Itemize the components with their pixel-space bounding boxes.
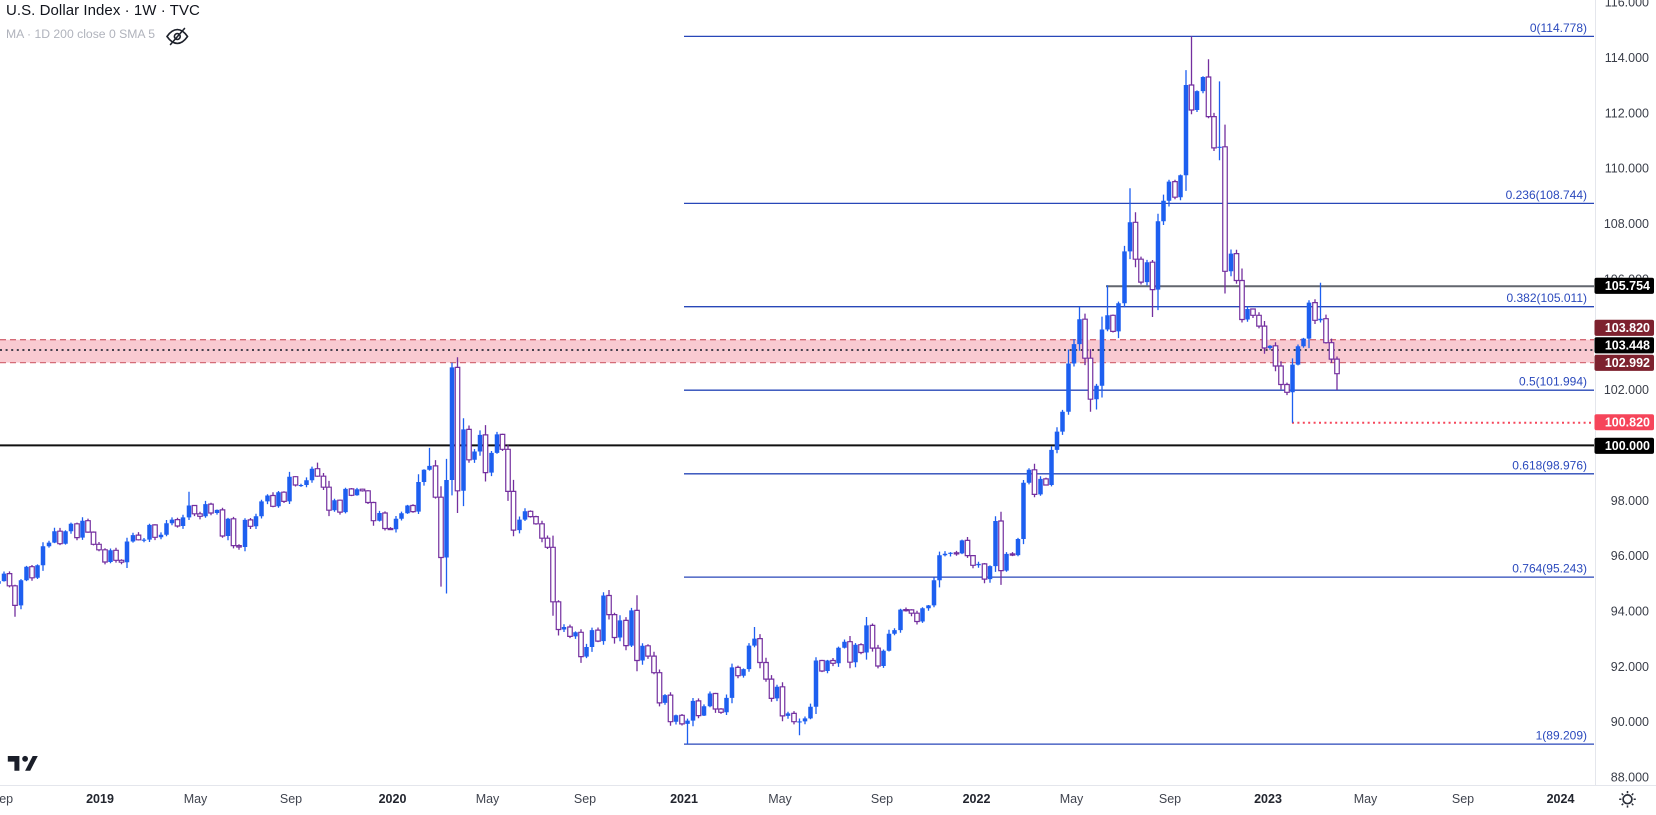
svg-text:0.764(95.243): 0.764(95.243) [1512,562,1587,576]
svg-text:0(114.778): 0(114.778) [1530,21,1587,35]
svg-text:Sep: Sep [0,792,13,806]
svg-text:Sep: Sep [871,792,893,806]
svg-text:Sep: Sep [1452,792,1474,806]
svg-text:2022: 2022 [963,792,991,806]
svg-text:U.S. Dollar Index · 1W · TVC: U.S. Dollar Index · 1W · TVC [6,2,200,19]
svg-text:0.236(108.744): 0.236(108.744) [1506,188,1587,202]
svg-text:96.000: 96.000 [1611,549,1649,563]
svg-text:Sep: Sep [280,792,302,806]
svg-text:102.000: 102.000 [1604,383,1649,397]
svg-text:Sep: Sep [1159,792,1181,806]
svg-text:98.000: 98.000 [1611,494,1649,508]
svg-text:116.000: 116.000 [1605,0,1649,10]
svg-text:0.618(98.976): 0.618(98.976) [1512,458,1587,472]
svg-text:100.820: 100.820 [1605,416,1650,430]
svg-text:2019: 2019 [86,792,114,806]
svg-text:May: May [184,792,208,806]
svg-text:2023: 2023 [1254,792,1282,806]
svg-text:2020: 2020 [379,792,407,806]
svg-text:105.754: 105.754 [1605,279,1650,293]
svg-text:103.820: 103.820 [1605,321,1650,335]
svg-text:103.448: 103.448 [1605,339,1650,353]
svg-text:May: May [476,792,500,806]
svg-text:114.000: 114.000 [1605,51,1649,65]
svg-text:90.000: 90.000 [1611,715,1649,729]
svg-text:94.000: 94.000 [1611,605,1649,619]
svg-text:110.000: 110.000 [1605,162,1649,176]
svg-text:May: May [768,792,792,806]
svg-text:0.382(105.011): 0.382(105.011) [1506,291,1587,305]
svg-text:MA · 1D 200 close 0 SMA 5: MA · 1D 200 close 0 SMA 5 [6,27,155,41]
svg-text:1(89.209): 1(89.209) [1536,729,1587,743]
svg-text:102.992: 102.992 [1605,356,1650,370]
svg-text:2024: 2024 [1547,792,1575,806]
svg-text:88.000: 88.000 [1611,771,1649,785]
svg-text:May: May [1060,792,1084,806]
svg-text:100.000: 100.000 [1605,439,1650,453]
svg-text:Sep: Sep [574,792,596,806]
svg-text:92.000: 92.000 [1611,660,1649,674]
svg-text:112.000: 112.000 [1605,106,1649,120]
svg-text:2021: 2021 [670,792,698,806]
svg-text:May: May [1354,792,1378,806]
svg-text:108.000: 108.000 [1604,217,1649,231]
svg-text:0.5(101.994): 0.5(101.994) [1519,375,1587,389]
